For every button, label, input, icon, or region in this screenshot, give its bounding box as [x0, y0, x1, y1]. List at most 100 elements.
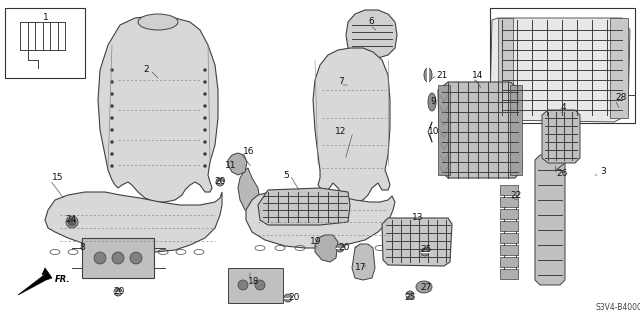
Circle shape	[68, 218, 76, 226]
Text: 20: 20	[338, 243, 349, 253]
Text: S3V4-B4000B: S3V4-B4000B	[595, 303, 640, 313]
Circle shape	[406, 291, 414, 299]
Circle shape	[336, 244, 344, 252]
Text: 5: 5	[283, 170, 289, 180]
Text: 8: 8	[79, 243, 84, 253]
Circle shape	[111, 165, 113, 167]
Polygon shape	[346, 10, 397, 58]
Circle shape	[111, 116, 113, 120]
Circle shape	[204, 93, 207, 95]
Circle shape	[111, 152, 113, 155]
Text: 25: 25	[404, 293, 415, 302]
Text: 20: 20	[113, 287, 124, 296]
Circle shape	[238, 280, 248, 290]
Text: FR.: FR.	[55, 276, 70, 285]
Circle shape	[111, 80, 113, 84]
Text: 3: 3	[600, 167, 605, 176]
Circle shape	[111, 69, 113, 71]
Text: 16: 16	[243, 147, 255, 157]
Polygon shape	[438, 82, 522, 178]
Circle shape	[204, 165, 207, 167]
Ellipse shape	[428, 93, 436, 111]
Circle shape	[114, 288, 122, 296]
Circle shape	[216, 178, 224, 186]
Polygon shape	[228, 153, 247, 175]
Ellipse shape	[416, 281, 432, 293]
Circle shape	[204, 69, 207, 71]
Circle shape	[130, 252, 142, 264]
Polygon shape	[535, 155, 565, 285]
Bar	[500, 185, 518, 195]
Circle shape	[111, 129, 113, 131]
Bar	[500, 209, 518, 219]
Bar	[500, 221, 518, 231]
Circle shape	[111, 140, 113, 144]
Polygon shape	[18, 268, 52, 295]
Bar	[82, 238, 154, 278]
Polygon shape	[382, 218, 452, 266]
Text: 20: 20	[288, 293, 300, 302]
Ellipse shape	[138, 14, 178, 30]
Text: 24: 24	[65, 216, 76, 225]
Text: 22: 22	[510, 190, 521, 199]
Text: 6: 6	[368, 18, 374, 26]
Text: 28: 28	[615, 93, 627, 102]
Circle shape	[204, 80, 207, 84]
Bar	[500, 257, 518, 267]
Circle shape	[94, 252, 106, 264]
Text: 17: 17	[355, 263, 367, 272]
Polygon shape	[542, 110, 580, 163]
Text: 15: 15	[52, 174, 63, 182]
Text: 10: 10	[428, 128, 440, 137]
Text: 2: 2	[143, 65, 148, 75]
Text: 11: 11	[225, 160, 237, 169]
Bar	[610, 18, 628, 118]
Ellipse shape	[424, 68, 432, 82]
Circle shape	[204, 116, 207, 120]
Bar	[500, 233, 518, 243]
Text: 13: 13	[412, 213, 424, 222]
Polygon shape	[313, 48, 390, 202]
Text: 7: 7	[338, 78, 344, 86]
Bar	[5, 8, 85, 78]
Bar	[510, 85, 522, 175]
Polygon shape	[45, 192, 222, 252]
Text: 25: 25	[420, 246, 431, 255]
Text: 12: 12	[335, 128, 346, 137]
Polygon shape	[238, 168, 260, 212]
Circle shape	[204, 105, 207, 108]
Polygon shape	[490, 18, 630, 122]
Circle shape	[112, 252, 124, 264]
Polygon shape	[258, 188, 350, 225]
Polygon shape	[246, 190, 395, 248]
Text: 14: 14	[472, 70, 483, 79]
Text: 20: 20	[214, 177, 225, 187]
Circle shape	[111, 105, 113, 108]
Circle shape	[204, 140, 207, 144]
Bar	[362, 58, 370, 83]
Bar	[490, 8, 635, 123]
Ellipse shape	[66, 216, 78, 228]
Bar	[228, 268, 283, 303]
Polygon shape	[315, 235, 338, 262]
Bar	[500, 197, 518, 207]
Ellipse shape	[347, 80, 369, 90]
Polygon shape	[352, 244, 375, 280]
Circle shape	[255, 280, 265, 290]
Text: 21: 21	[436, 70, 447, 79]
Circle shape	[111, 93, 113, 95]
Circle shape	[421, 248, 429, 256]
Bar	[500, 245, 518, 255]
Bar	[500, 269, 518, 279]
Text: 4: 4	[561, 103, 566, 113]
Circle shape	[284, 294, 292, 302]
Text: 9: 9	[430, 98, 436, 107]
Text: 1: 1	[43, 13, 49, 23]
Text: 26: 26	[556, 168, 568, 177]
Circle shape	[204, 152, 207, 155]
Text: 27: 27	[420, 284, 431, 293]
Bar	[370, 58, 378, 83]
Circle shape	[204, 129, 207, 131]
Text: 18: 18	[248, 278, 259, 286]
Polygon shape	[98, 16, 218, 202]
